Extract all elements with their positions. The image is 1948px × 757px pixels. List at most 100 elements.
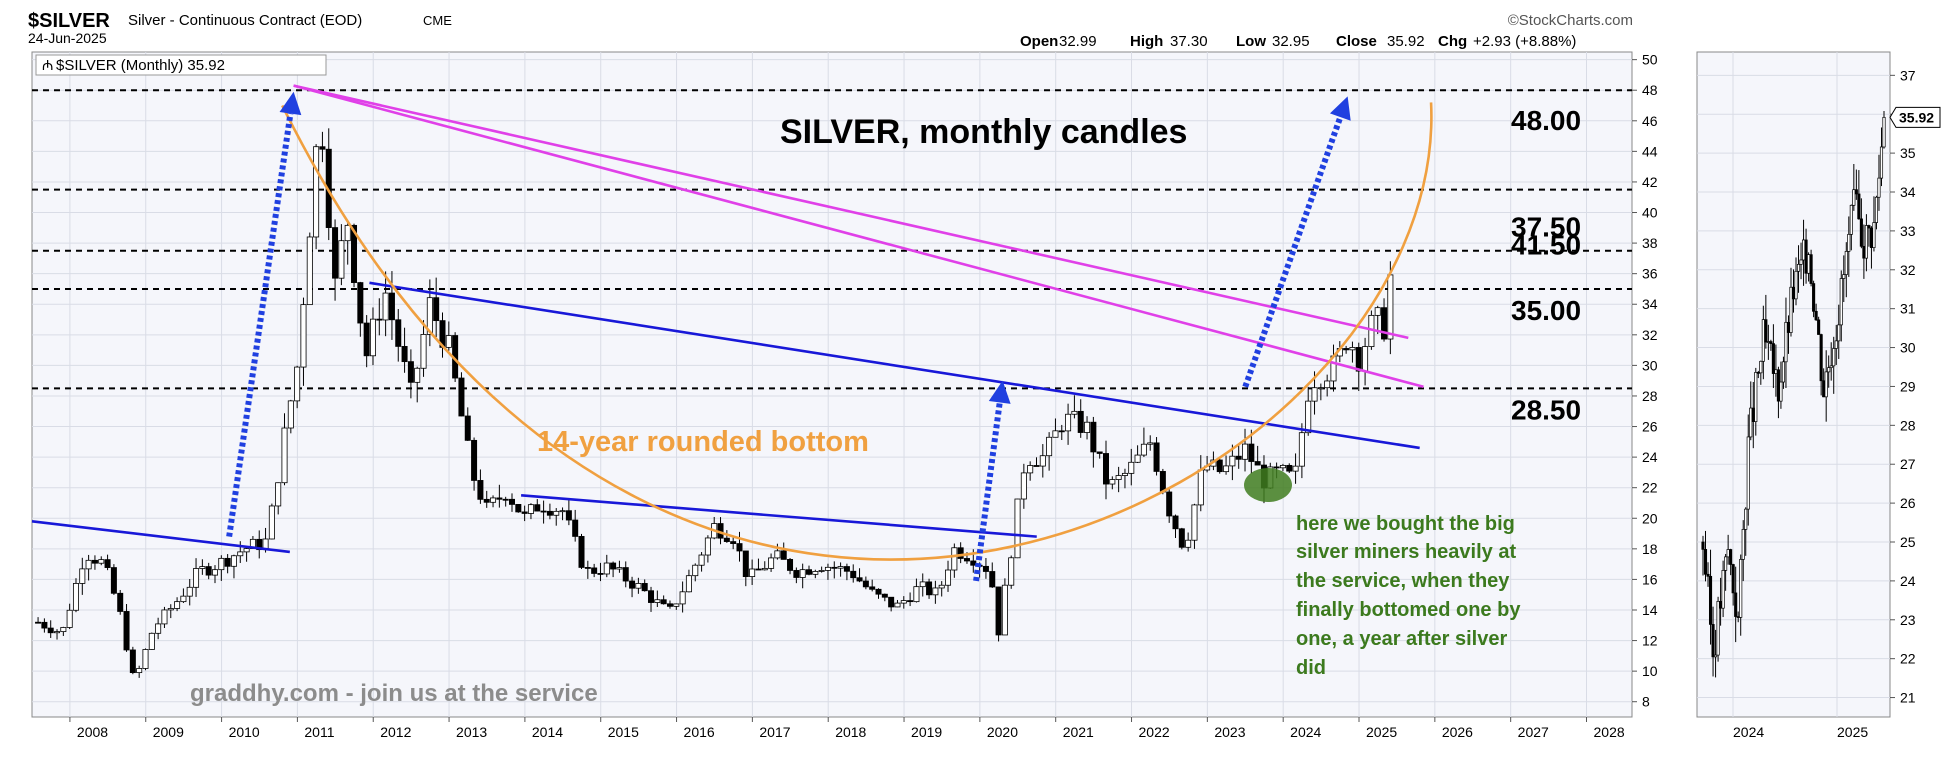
zoom-y-tick-label: 24 bbox=[1900, 573, 1916, 589]
level-label: 41.50 bbox=[1511, 230, 1581, 261]
zoom-candle-body bbox=[1714, 654, 1718, 658]
zoom-candle-body bbox=[1804, 239, 1808, 274]
zoom-y-tick-label: 35 bbox=[1900, 145, 1916, 161]
y-tick-label: 24 bbox=[1642, 449, 1658, 465]
zoom-gridlines bbox=[1697, 52, 1890, 717]
candle-body bbox=[445, 335, 452, 348]
candle-body bbox=[1134, 454, 1141, 463]
candle-body bbox=[508, 498, 515, 505]
x-tick-label: 2027 bbox=[1518, 724, 1549, 740]
note-line: did bbox=[1296, 657, 1326, 679]
y-tick-label: 48 bbox=[1642, 82, 1658, 98]
zoom-candle-body bbox=[1837, 324, 1841, 342]
zoom-candle-body bbox=[1829, 365, 1833, 368]
candle-body bbox=[578, 536, 585, 568]
bottom-highlight-marker bbox=[1244, 468, 1292, 502]
x-tick-label: 2010 bbox=[229, 724, 260, 740]
candle-body bbox=[1185, 539, 1192, 548]
zoom-candle-body bbox=[1834, 340, 1838, 349]
candle-body bbox=[1248, 443, 1255, 462]
zoom-candle-body bbox=[1726, 549, 1730, 558]
candle-body bbox=[174, 601, 181, 609]
candle-body bbox=[161, 609, 168, 625]
candle-body bbox=[856, 577, 863, 582]
zoom-candle-body bbox=[1741, 529, 1745, 560]
candle-body bbox=[60, 627, 67, 633]
candle-body bbox=[186, 586, 193, 597]
y-tick-label: 44 bbox=[1642, 143, 1658, 159]
candle-body bbox=[1153, 442, 1160, 472]
candle-body bbox=[287, 400, 294, 429]
symbol-label: $SILVER bbox=[28, 10, 110, 32]
zoom-candle-body bbox=[1731, 564, 1735, 594]
candle-body bbox=[1058, 430, 1065, 433]
legend-label: $SILVER (Monthly) 35.92 bbox=[56, 57, 225, 74]
zoom-candle-body bbox=[1864, 225, 1868, 259]
candle-body bbox=[47, 627, 54, 634]
candle-body bbox=[1008, 557, 1015, 586]
candle-body bbox=[1046, 436, 1053, 457]
candle-body bbox=[363, 322, 370, 357]
zoom-candle-body bbox=[1869, 227, 1873, 248]
main-gridlines bbox=[32, 52, 1632, 717]
candle-body bbox=[155, 623, 162, 634]
x-tick-label: 2016 bbox=[684, 724, 715, 740]
candle-body bbox=[1039, 455, 1046, 467]
x-tick-label: 2020 bbox=[987, 724, 1018, 740]
zoom-y-tick-label: 33 bbox=[1900, 223, 1916, 239]
candle-body bbox=[799, 569, 806, 578]
zoom-candle-body bbox=[1729, 549, 1733, 565]
candle-body bbox=[957, 547, 964, 559]
candle-body bbox=[742, 550, 749, 578]
note-line: one, a year after silver bbox=[1296, 628, 1507, 650]
candle-body bbox=[1374, 307, 1381, 316]
zoom-candle-body bbox=[1734, 592, 1738, 617]
candle-body bbox=[471, 439, 478, 481]
candle-body bbox=[369, 318, 376, 357]
low-label: Low bbox=[1236, 33, 1266, 50]
zoom-candle-body bbox=[1754, 372, 1758, 422]
zoom-candle-body bbox=[1744, 508, 1748, 530]
candle-body bbox=[1102, 453, 1109, 485]
candle-body bbox=[338, 240, 345, 279]
zoom-y-tick-label: 25 bbox=[1900, 534, 1916, 550]
candle-body bbox=[1077, 410, 1084, 433]
x-tick-label: 2026 bbox=[1442, 724, 1473, 740]
note-line: here we bought the big bbox=[1296, 513, 1515, 535]
y-tick-label: 16 bbox=[1642, 571, 1658, 587]
candle-body bbox=[1254, 461, 1261, 466]
candle-body bbox=[1223, 465, 1230, 473]
zoom-candle-body bbox=[1877, 177, 1881, 198]
candle-body bbox=[193, 568, 200, 588]
level-label: 35.00 bbox=[1511, 295, 1581, 326]
zoom-candle-body bbox=[1812, 283, 1816, 312]
candle-body bbox=[85, 559, 92, 570]
zoom-y-tick-label: 26 bbox=[1900, 495, 1916, 511]
zoom-candle-body bbox=[1854, 189, 1858, 195]
zoom-candle-body bbox=[1844, 251, 1848, 275]
zoom-candle-body bbox=[1701, 541, 1705, 550]
note-line: the service, when they bbox=[1296, 570, 1510, 592]
candle-body bbox=[534, 504, 541, 512]
zoom-candle-body bbox=[1847, 233, 1851, 252]
zoom-candle-body bbox=[1817, 319, 1821, 335]
x-tick-label: 2015 bbox=[608, 724, 639, 740]
candle-body bbox=[730, 541, 737, 544]
level-label: 37.50 bbox=[1511, 212, 1581, 243]
candle-body bbox=[869, 586, 876, 590]
candle-body bbox=[351, 224, 358, 283]
candle-body bbox=[407, 361, 414, 383]
level-label: 28.50 bbox=[1511, 394, 1581, 425]
candle-body bbox=[123, 611, 130, 651]
candle-body bbox=[1001, 584, 1008, 636]
y-tick-label: 50 bbox=[1642, 52, 1658, 68]
y-tick-label: 10 bbox=[1642, 663, 1658, 679]
candle-body bbox=[66, 609, 73, 628]
note-line: finally bottomed one by bbox=[1296, 599, 1521, 621]
trendlines bbox=[31, 84, 1433, 582]
candle-body bbox=[79, 568, 86, 584]
y-tick-label: 36 bbox=[1642, 266, 1658, 282]
projection-arrow-head bbox=[988, 380, 1011, 404]
zoom-candle-body bbox=[1839, 278, 1843, 326]
y-tick-label: 46 bbox=[1642, 113, 1658, 129]
